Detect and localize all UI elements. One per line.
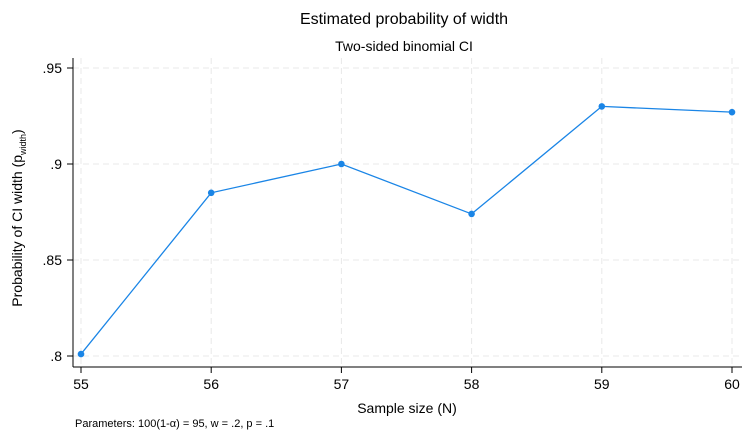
series-line — [80, 105, 733, 355]
chart-title: Estimated probability of width — [300, 11, 508, 28]
series-blue — [77, 103, 736, 358]
axis-ticks: .8 .85 .9 .95 55 56 57 58 59 60 — [43, 60, 740, 392]
data-point-1 — [207, 189, 215, 197]
x-tick-label-5: 60 — [724, 376, 740, 392]
y-axis-title-subscript: width — [18, 134, 28, 156]
y-tick-label-2: .9 — [50, 156, 62, 172]
x-tick-label-3: 58 — [464, 376, 480, 392]
data-point-2 — [338, 160, 345, 168]
x-tick-label-1: 56 — [203, 376, 219, 392]
y-axis-title-close: ) — [9, 129, 25, 134]
y-axis-title: Probability of CI width (pwidth) — [9, 129, 28, 306]
x-tick-label-2: 57 — [334, 376, 350, 392]
y-axis-title-main: Probability of CI width (p — [9, 155, 25, 307]
data-point-5 — [728, 108, 736, 116]
parameters-note: Parameters: 100(1-α) = 95, w = .2, p = .… — [75, 418, 274, 430]
x-tick-label-0: 55 — [73, 376, 89, 392]
data-point-4 — [598, 103, 606, 110]
y-tick-label-3: .95 — [43, 60, 63, 76]
data-point-3 — [468, 210, 475, 218]
x-tick-label-4: 59 — [594, 376, 610, 392]
chart-subtitle: Two-sided binomial CI — [335, 38, 473, 54]
data-point-0 — [77, 350, 85, 358]
y-tick-label-1: .85 — [43, 252, 63, 268]
y-tick-label-0: .8 — [50, 348, 62, 364]
x-axis-title: Sample size (N) — [357, 400, 457, 416]
grid-lines — [73, 58, 742, 367]
